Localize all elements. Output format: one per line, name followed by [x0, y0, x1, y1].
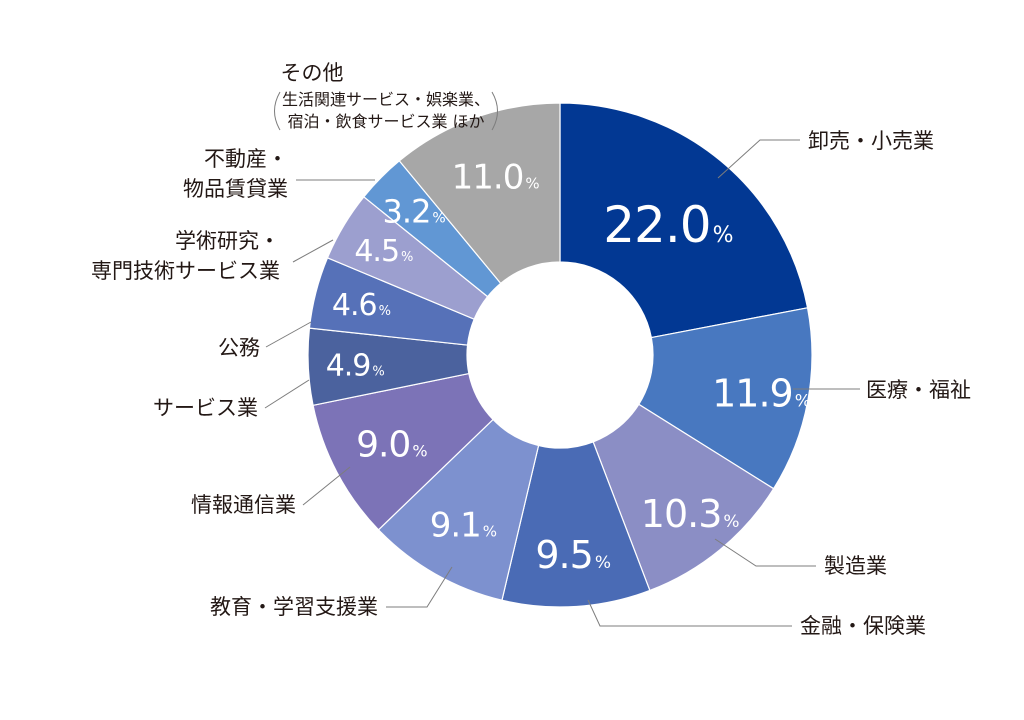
- slice-2: [638, 307, 813, 490]
- slice-3: [592, 403, 775, 592]
- value-label-5: 9.1%: [430, 506, 497, 546]
- category-note: 生活関連サービス・娯楽業、宿泊・飲食サービス業 ほか: [282, 90, 490, 131]
- paren-right: [491, 91, 498, 131]
- value-label-1: 22.0%: [603, 196, 733, 254]
- category-label-11: その他: [281, 61, 344, 85]
- slice-1: [559, 102, 809, 339]
- leader-line-8: [265, 321, 312, 348]
- category-label-1: 卸売・小売業: [808, 129, 934, 153]
- leader-line-6: [302, 466, 351, 506]
- value-label-2: 11.9%: [712, 371, 811, 415]
- leader-line-5: [386, 566, 453, 608]
- category-label-3: 製造業: [824, 554, 887, 578]
- leader-line-3: [714, 538, 816, 567]
- value-label-7: 4.9%: [326, 348, 385, 383]
- category-label-6: 情報通信業: [191, 493, 296, 517]
- category-label-2: 医療・福祉: [866, 378, 971, 402]
- value-label-9: 4.5%: [354, 234, 413, 269]
- category-label-9: 学術研究・専門技術サービス業: [91, 229, 280, 283]
- leader-line-4: [587, 599, 792, 627]
- leader-line-9: [292, 239, 334, 263]
- leader-line-7: [264, 379, 310, 409]
- donut-slices: [307, 102, 813, 608]
- category-label-8: 公務: [218, 336, 260, 360]
- value-label-11: 11.0%: [452, 157, 540, 197]
- leader-line-1: [717, 139, 800, 179]
- value-label-10: 3.2%: [383, 192, 446, 230]
- slice-4: [501, 441, 651, 608]
- category-label-5: 教育・学習支援業: [210, 595, 378, 619]
- leader-lines: [264, 139, 860, 627]
- paren-left: [274, 91, 281, 131]
- value-labels: 22.0% 11.9 % 10.3 % 9.5 % 9.1 % 9.0 % 4.9 % 4.6 % 4.5 % 3…: [326, 157, 811, 577]
- value-label-8: 4.6%: [332, 288, 391, 323]
- category-label-4: 金融・保険業: [800, 614, 926, 638]
- value-label-3: 10.3%: [641, 492, 740, 536]
- category-label-7: サービス業: [153, 396, 258, 420]
- value-label-6: 9.0%: [356, 424, 427, 465]
- value-label-4: 9.5%: [535, 533, 611, 577]
- slice-11: [398, 102, 561, 285]
- category-label-10: 不動産・物品賃貸業: [183, 147, 288, 201]
